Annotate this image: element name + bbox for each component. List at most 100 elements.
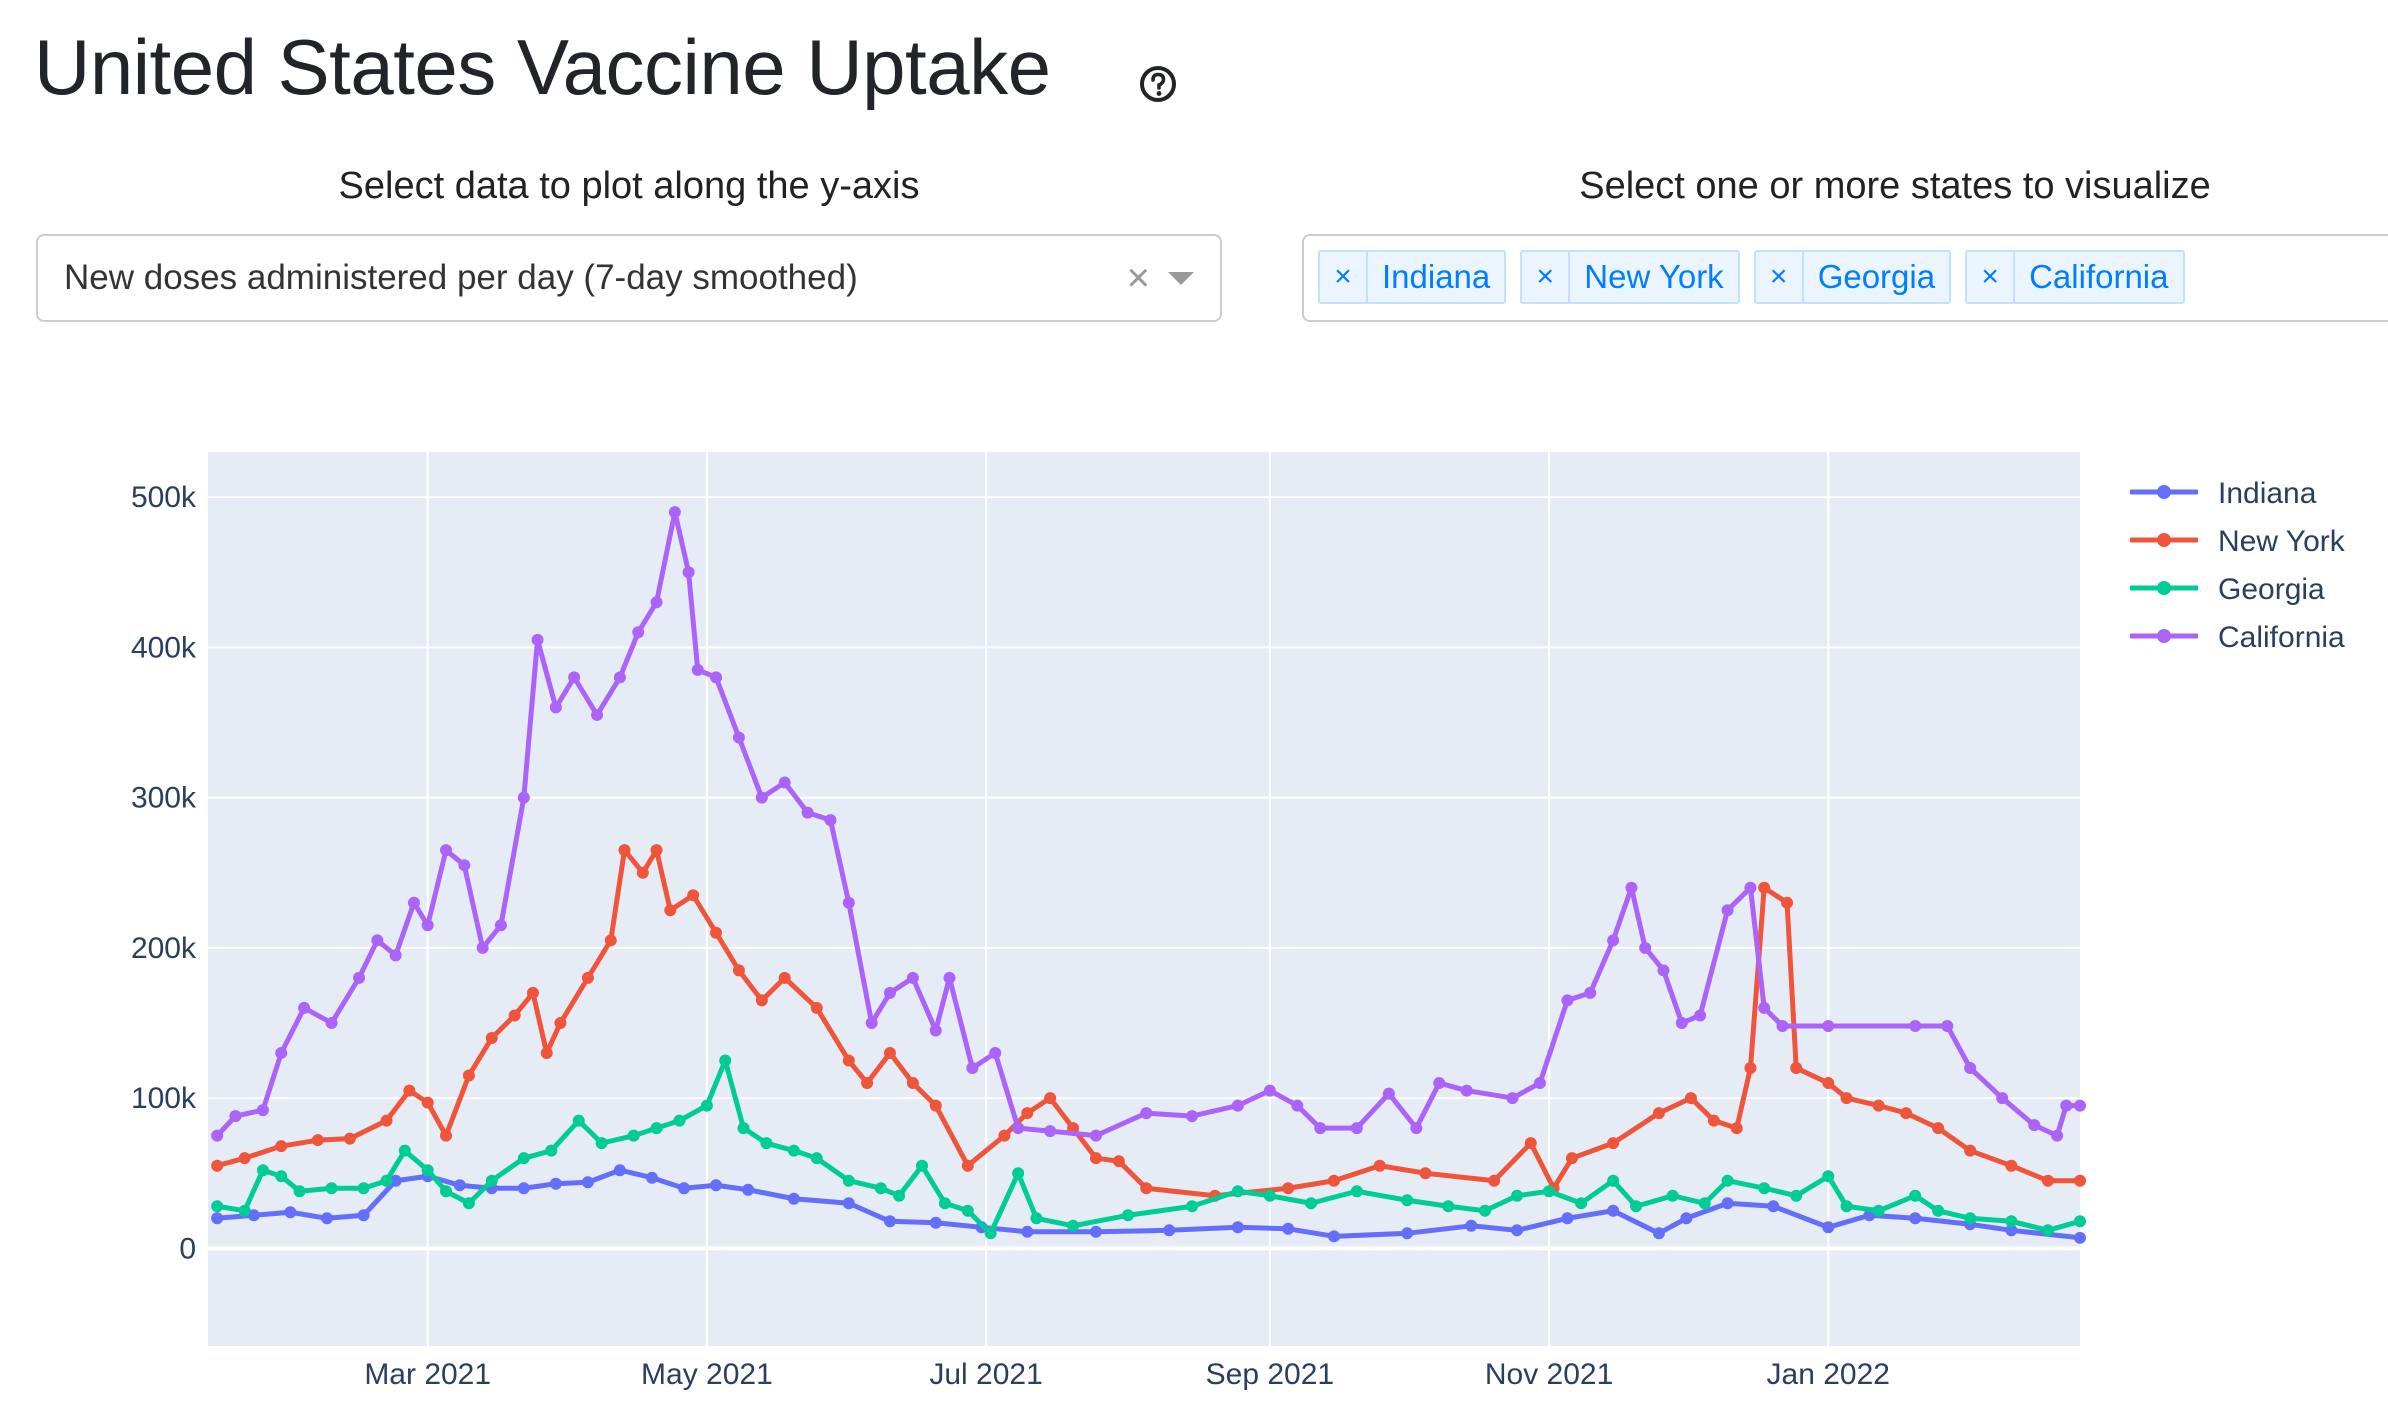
data-point — [389, 949, 402, 962]
data-point — [211, 1212, 224, 1225]
state-tag-indiana: × Indiana — [1318, 250, 1507, 304]
data-point — [1758, 1182, 1771, 1195]
data-point — [1964, 1212, 1977, 1225]
chevron-down-icon[interactable] — [1168, 272, 1194, 285]
data-point — [1607, 1174, 1620, 1187]
data-point — [1465, 1219, 1478, 1232]
data-point — [389, 1174, 402, 1187]
data-point — [2005, 1159, 2018, 1172]
data-point — [1163, 1224, 1176, 1237]
data-point — [861, 1077, 874, 1090]
data-point — [810, 1152, 823, 1165]
data-point — [1680, 1212, 1693, 1225]
data-point — [1263, 1084, 1276, 1097]
data-point — [343, 1132, 356, 1145]
data-point — [627, 1129, 640, 1142]
data-point — [1964, 1144, 1977, 1157]
data-point — [1584, 986, 1597, 999]
data-point — [545, 1144, 558, 1157]
data-point — [1350, 1185, 1363, 1198]
state-tag-label: New York — [1584, 258, 1724, 295]
data-point — [1721, 1174, 1734, 1187]
data-point — [710, 926, 723, 939]
data-point — [421, 919, 434, 932]
data-point — [883, 1215, 896, 1228]
data-point — [1767, 1200, 1780, 1213]
data-point — [508, 1009, 521, 1022]
y-axis-select[interactable]: New doses administered per day (7-day sm… — [36, 234, 1222, 322]
data-point — [1822, 1170, 1835, 1183]
data-point — [1822, 1221, 1835, 1234]
data-point — [842, 1054, 855, 1067]
data-point — [581, 971, 594, 984]
data-point — [353, 971, 366, 984]
plot-area — [208, 452, 2080, 1346]
data-point — [1652, 1107, 1665, 1120]
data-point — [755, 791, 768, 804]
remove-tag-icon[interactable]: × — [1967, 252, 2016, 302]
x-tick-label: May 2021 — [641, 1358, 773, 1391]
data-point — [682, 566, 695, 579]
data-point — [1140, 1182, 1153, 1195]
data-point — [613, 671, 626, 684]
data-point — [1478, 1204, 1491, 1217]
x-tick-label: Sep 2021 — [1206, 1358, 1334, 1391]
data-point — [211, 1129, 224, 1142]
data-point — [2060, 1099, 2073, 1112]
data-point — [540, 1047, 553, 1060]
remove-tag-icon[interactable]: × — [1522, 252, 1571, 302]
data-point — [719, 1054, 732, 1067]
data-point — [842, 1197, 855, 1210]
data-point — [801, 806, 814, 819]
data-point — [568, 671, 581, 684]
legend-label: Indiana — [2218, 477, 2317, 510]
data-point — [1822, 1019, 1835, 1032]
state-tag-label: Georgia — [1817, 258, 1936, 295]
remove-tag-icon[interactable]: × — [1756, 252, 1804, 302]
data-point — [1561, 1212, 1574, 1225]
state-tag-california: × California — [1965, 250, 2185, 304]
data-point — [325, 1016, 338, 1029]
data-point — [440, 844, 453, 857]
data-point — [1561, 994, 1574, 1007]
data-point — [1089, 1129, 1102, 1142]
question-circle-icon[interactable] — [1138, 64, 1178, 104]
data-point — [742, 1183, 755, 1196]
data-point — [673, 1114, 686, 1127]
data-point — [1721, 1197, 1734, 1210]
y-tick-label: 400k — [131, 631, 197, 664]
vaccine-uptake-chart[interactable]: Mar 2021 May 2021 Jul 2021 Sep 2021 Nov 2021… — [0, 420, 2388, 1428]
data-point — [710, 671, 723, 684]
data-point — [1565, 1152, 1578, 1165]
data-point — [275, 1140, 288, 1153]
data-point — [1021, 1225, 1034, 1238]
data-point — [1327, 1230, 1340, 1243]
data-point — [1607, 934, 1620, 947]
data-point — [664, 904, 677, 917]
data-point — [357, 1209, 370, 1222]
data-point — [517, 1182, 530, 1195]
data-point — [2074, 1231, 2086, 1244]
data-point — [1684, 1092, 1697, 1105]
clear-icon[interactable]: × — [1126, 256, 1150, 300]
data-point — [321, 1212, 334, 1225]
data-point — [357, 1182, 370, 1195]
data-point — [1419, 1167, 1432, 1180]
data-point — [1790, 1062, 1803, 1075]
data-point — [229, 1110, 242, 1123]
data-point — [494, 919, 507, 932]
data-point — [961, 1159, 974, 1172]
data-point — [211, 1159, 224, 1172]
remove-tag-icon[interactable]: × — [1320, 252, 1368, 302]
data-point — [755, 994, 768, 1007]
data-point — [1231, 1185, 1244, 1198]
data-point — [421, 1164, 434, 1177]
states-multiselect[interactable]: × Indiana × New York × Georgia × Califor… — [1302, 234, 2388, 322]
data-point — [1231, 1221, 1244, 1234]
data-point — [1506, 1092, 1519, 1105]
state-tag-label: California — [2029, 258, 2169, 295]
series-line-georgia — [214, 1058, 2083, 1236]
data-point — [1630, 1200, 1643, 1213]
data-point — [929, 1099, 942, 1112]
data-point — [1758, 1001, 1771, 1014]
